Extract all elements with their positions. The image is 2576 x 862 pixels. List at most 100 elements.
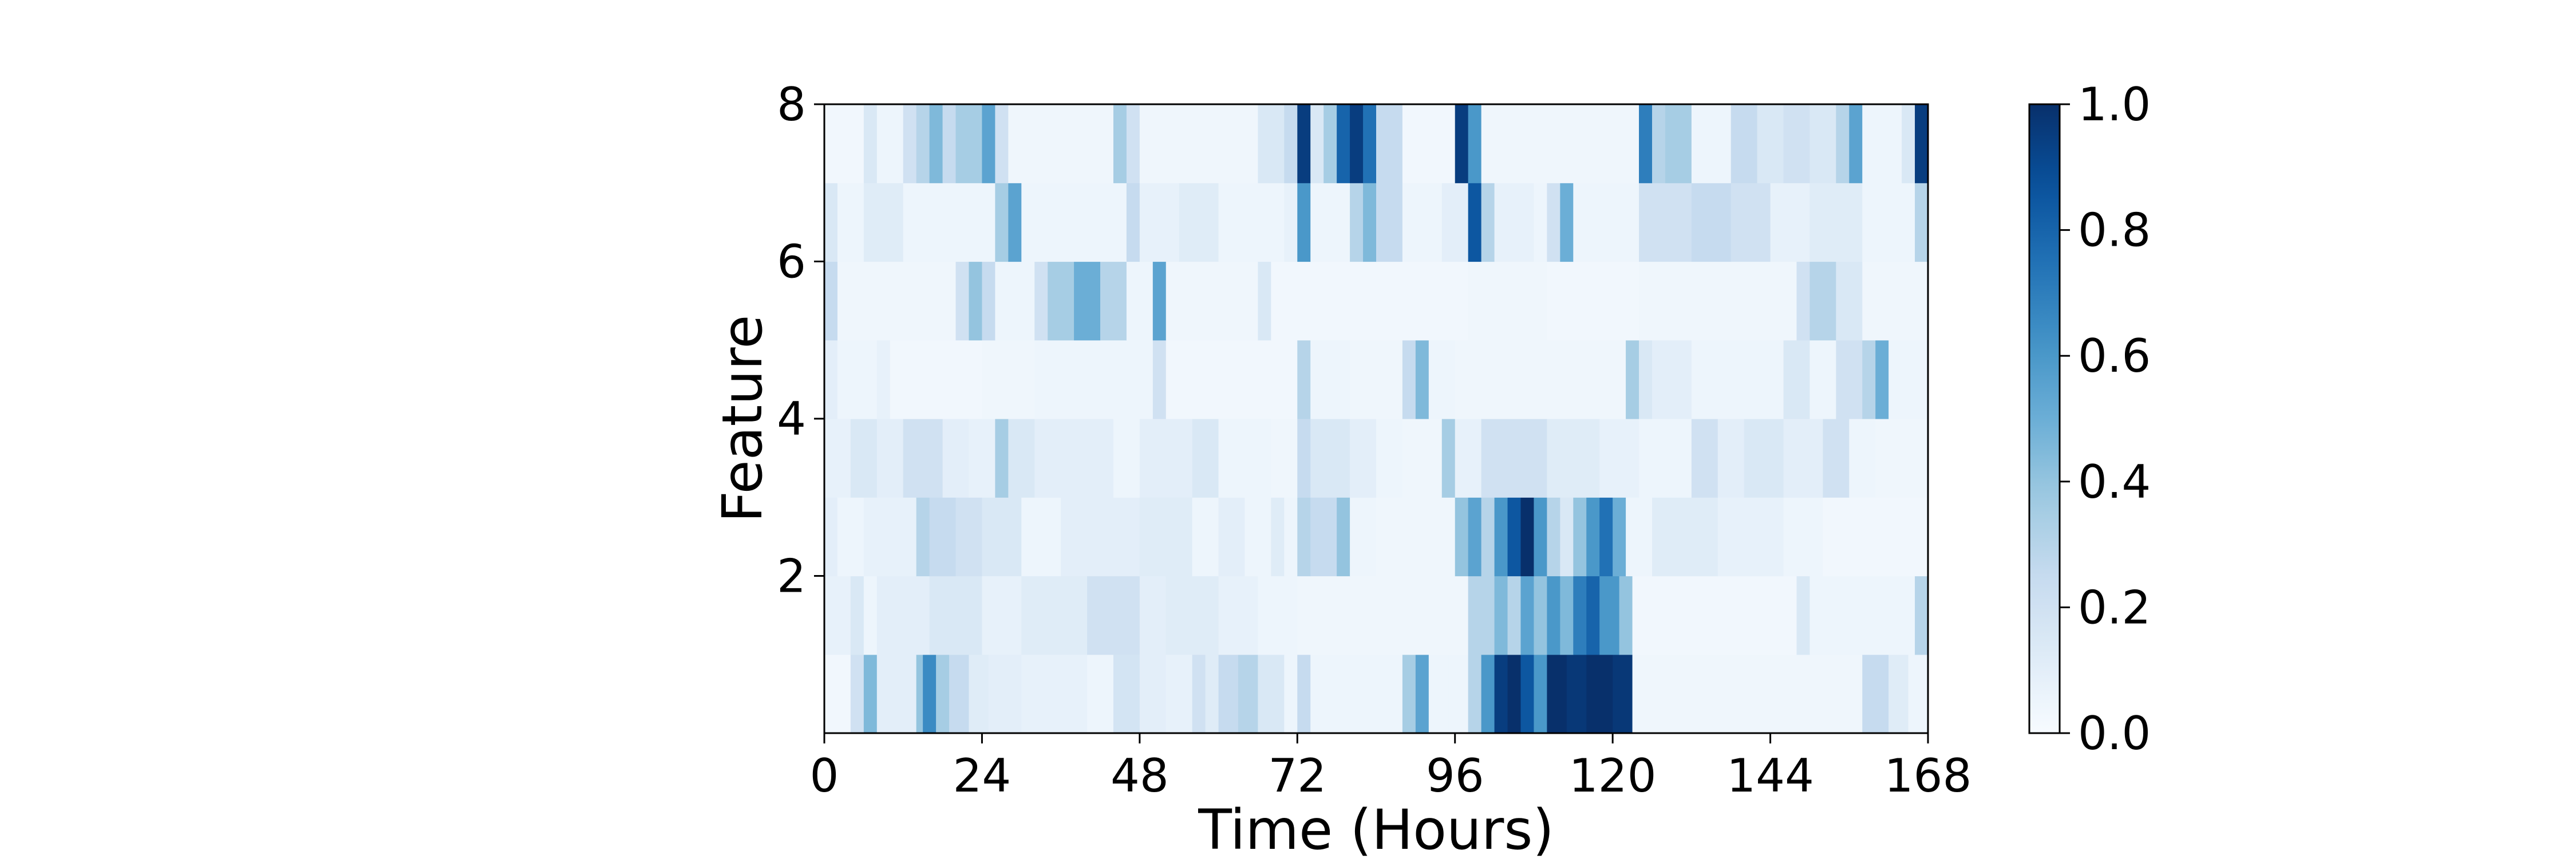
heatmap-cell-feature-1 — [1284, 654, 1298, 734]
heatmap-cell-feature-2 — [1507, 576, 1522, 655]
heatmap-cell-feature-4 — [1376, 419, 1403, 498]
heatmap-cell-feature-6 — [1639, 261, 1797, 341]
heatmap-cell-feature-7 — [1534, 183, 1547, 262]
heatmap-cell-feature-3 — [1284, 497, 1298, 577]
heatmap-cell-feature-7 — [1730, 183, 1771, 262]
heatmap-cell-feature-8 — [1008, 104, 1114, 183]
x-tick-label: 96 — [1426, 749, 1484, 802]
heatmap-cell-feature-5 — [1862, 340, 1876, 419]
heatmap-cell-feature-1 — [1021, 654, 1088, 734]
heatmap-cell-feature-5 — [1888, 340, 1929, 419]
heatmap-cell-feature-2 — [1494, 576, 1508, 655]
y-axis-label: Feature — [710, 315, 775, 523]
heatmap-cell-feature-3 — [929, 497, 957, 577]
heatmap-cell-feature-4 — [995, 419, 1009, 498]
heatmap-cell-feature-3 — [1494, 497, 1508, 577]
heatmap-cell-feature-3 — [1337, 497, 1350, 577]
heatmap-cell-feature-4 — [1599, 419, 1639, 498]
heatmap-cell-feature-8 — [1376, 104, 1403, 183]
heatmap-cell-feature-7 — [1363, 183, 1377, 262]
heatmap-cell-feature-3 — [1468, 497, 1482, 577]
heatmap-cell-feature-3 — [1218, 497, 1246, 577]
heatmap-cell-feature-6 — [1126, 261, 1153, 341]
heatmap-cell-feature-8 — [1337, 104, 1350, 183]
heatmap-cell-feature-6 — [1074, 261, 1101, 341]
heatmap-cell-feature-4 — [969, 419, 995, 498]
heatmap-cell-feature-3 — [863, 497, 917, 577]
heatmap-cell-feature-8 — [1730, 104, 1758, 183]
heatmap-cell-feature-1 — [1547, 654, 1567, 734]
heatmap-cell-feature-7 — [1573, 183, 1639, 262]
x-axis-label: Time (Hours) — [1198, 798, 1554, 859]
heatmap-cell-feature-7 — [1494, 183, 1535, 262]
heatmap-cell-feature-5 — [1165, 340, 1298, 419]
heatmap-cell-feature-8 — [824, 104, 864, 183]
heatmap-cell-feature-3 — [1061, 497, 1140, 577]
heatmap-cell-feature-6 — [982, 261, 995, 341]
heatmap-cell-feature-3 — [1573, 497, 1587, 577]
heatmap-cell-feature-7 — [1547, 183, 1560, 262]
heatmap-cell-feature-1 — [1218, 654, 1239, 734]
heatmap-cell-feature-3 — [1547, 497, 1560, 577]
colorbar-tick-label: 0.0 — [2078, 707, 2151, 760]
heatmap-cell-feature-8 — [1455, 104, 1469, 183]
heatmap-cell-feature-2 — [1021, 576, 1088, 655]
heatmap-cell-feature-2 — [1139, 576, 1167, 655]
heatmap-cell-feature-8 — [942, 104, 957, 183]
heatmap-cell-feature-7 — [995, 183, 1009, 262]
heatmap-cell-feature-2 — [982, 576, 1022, 655]
heatmap-cell-feature-7 — [1297, 183, 1311, 262]
heatmap-cell-feature-1 — [1310, 654, 1403, 734]
heatmap-cell-feature-6 — [1100, 261, 1127, 341]
heatmap-cell-feature-3 — [916, 497, 930, 577]
colorbar — [2028, 103, 2061, 734]
heatmap-cell-feature-5 — [1297, 340, 1311, 419]
heatmap-cell-feature-3 — [1717, 497, 1784, 577]
heatmap-cell-feature-4 — [1849, 419, 1876, 498]
heatmap-cell-feature-8 — [1665, 104, 1692, 183]
heatmap-cell-feature-3 — [1481, 497, 1495, 577]
heatmap-cell-feature-3 — [1271, 497, 1285, 577]
heatmap-cell-feature-1 — [1087, 654, 1114, 734]
heatmap-cell-feature-4 — [1823, 419, 1850, 498]
heatmap-cell-feature-8 — [1126, 104, 1140, 183]
heatmap-cell-feature-3 — [1507, 497, 1522, 577]
heatmap-cell-feature-5 — [1310, 340, 1350, 419]
x-axis-ticks: 0 24 48 72 96 120 144 168 — [810, 733, 1971, 802]
heatmap-cell-feature-3 — [1823, 497, 1929, 577]
colorbar-ticks: 0.0 0.2 0.4 0.6 0.8 1.0 — [2060, 78, 2151, 760]
heatmap-cell-feature-7 — [1481, 183, 1495, 262]
heatmap-cell-feature-2 — [1087, 576, 1140, 655]
heatmap-cell-feature-7 — [1862, 183, 1915, 262]
heatmap-cell-feature-1 — [949, 654, 970, 734]
heatmap-cell-feature-2 — [863, 576, 878, 655]
heatmap-cell-feature-2 — [1915, 576, 1929, 655]
y-axis-ticks: 2 4 6 8 — [777, 78, 824, 603]
heatmap-cell-feature-2 — [1573, 576, 1587, 655]
heatmap-cell-feature-8 — [1284, 104, 1298, 183]
heatmap-cell-feature-2 — [1632, 576, 1797, 655]
heatmap-cell-feature-8 — [995, 104, 1009, 183]
heatmap-cell-feature-2 — [1619, 576, 1633, 655]
heatmap-cell-feature-8 — [1363, 104, 1377, 183]
heatmap-cell-feature-8 — [1757, 104, 1784, 183]
heatmap-cell-feature-6 — [837, 261, 957, 341]
heatmap-cell-feature-4 — [1691, 419, 1718, 498]
heatmap-cell-feature-6 — [1862, 261, 1929, 341]
heatmap-cell-feature-1 — [1139, 654, 1167, 734]
heatmap-cell-feature-7 — [1376, 183, 1403, 262]
heatmap-cell-feature-1 — [1415, 654, 1429, 734]
heatmap-cell-feature-2 — [1560, 576, 1574, 655]
heatmap-cell-feature-1 — [916, 654, 923, 734]
heatmap-cell-feature-4 — [824, 419, 851, 498]
heatmap-cell-feature-5 — [1626, 340, 1639, 419]
y-tick-label: 4 — [777, 392, 806, 446]
heatmap-cell-feature-7 — [1770, 183, 1811, 262]
heatmap-cell-feature-5 — [876, 340, 891, 419]
heatmap-cell-feature-8 — [903, 104, 917, 183]
heatmap-cell-feature-4 — [1297, 419, 1311, 498]
heatmap-cell-feature-7 — [1310, 183, 1350, 262]
heatmap-cell-feature-8 — [1902, 104, 1915, 183]
